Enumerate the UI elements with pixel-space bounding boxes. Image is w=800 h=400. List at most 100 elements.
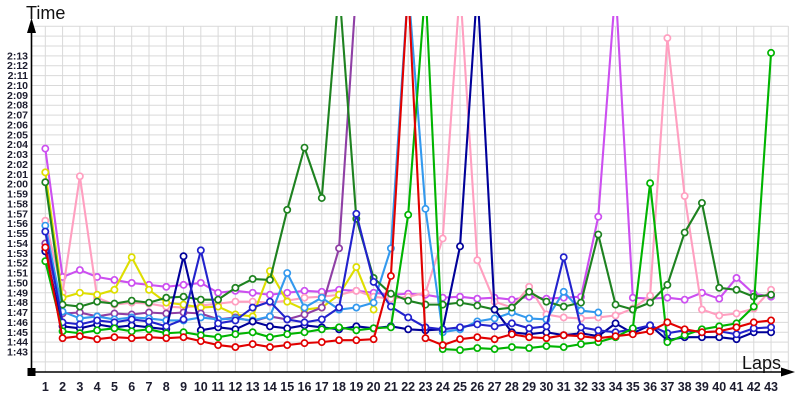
data-point-darkgreen-lap-43 bbox=[767, 290, 776, 299]
data-point-red-lap-36 bbox=[646, 327, 655, 336]
data-point-red-lap-3 bbox=[75, 332, 84, 341]
y-tick-label: 1:49 bbox=[7, 287, 28, 299]
x-tick-label: 13 bbox=[246, 380, 260, 394]
y-tick-label: 1:44 bbox=[7, 337, 28, 349]
x-tick-label: 38 bbox=[678, 380, 692, 394]
data-point-pink-lap-26 bbox=[473, 256, 482, 265]
data-point-red-lap-1 bbox=[41, 243, 50, 252]
data-point-green-lap-28 bbox=[507, 343, 516, 352]
data-point-blue-lap-13 bbox=[248, 303, 257, 312]
x-tick-label: 26 bbox=[470, 380, 484, 394]
y-tick-label: 1:48 bbox=[7, 297, 28, 309]
data-point-blue-lap-7 bbox=[145, 317, 153, 326]
data-point-green-lap-5 bbox=[110, 324, 119, 333]
data-point-green-lap-36 bbox=[646, 179, 655, 188]
data-point-darkgreen-lap-8 bbox=[162, 293, 171, 302]
data-point-red-lap-8 bbox=[162, 334, 171, 343]
data-point-red-lap-17 bbox=[317, 338, 326, 347]
data-point-darkgreen-lap-34 bbox=[611, 300, 620, 309]
data-point-red-lap-30 bbox=[542, 334, 551, 343]
data-point-blue-lap-19 bbox=[352, 209, 361, 218]
y-tick-label: 2:11 bbox=[8, 70, 29, 82]
x-tick-label: 5 bbox=[111, 380, 118, 394]
data-point-darkgreen-lap-10 bbox=[196, 295, 205, 304]
data-point-red-lap-37 bbox=[663, 318, 672, 327]
data-point-green-lap-12 bbox=[231, 330, 240, 339]
y-tick-label: 1:45 bbox=[7, 327, 28, 339]
data-point-red-lap-27 bbox=[490, 335, 499, 344]
x-axis-title: Laps bbox=[742, 353, 782, 373]
data-point-red-lap-29 bbox=[525, 333, 534, 342]
x-tick-label: 16 bbox=[298, 380, 312, 394]
y-tick-label: 2:08 bbox=[7, 100, 28, 112]
data-point-magenta-lap-14 bbox=[265, 290, 274, 299]
data-point-blue-lap-17 bbox=[317, 315, 326, 324]
data-point-red-lap-32 bbox=[577, 332, 585, 341]
data-point-darkgreen-lap-31 bbox=[559, 302, 568, 311]
data-point-red-lap-11 bbox=[214, 341, 223, 350]
y-tick-label: 1:57 bbox=[7, 208, 28, 220]
data-point-red-lap-7 bbox=[145, 333, 153, 342]
data-point-darkgreen-lap-29 bbox=[525, 287, 534, 296]
data-point-darkgreen-lap-5 bbox=[110, 299, 119, 308]
data-point-lightblue-lap-15 bbox=[283, 269, 292, 277]
data-point-green-lap-27 bbox=[490, 345, 499, 353]
data-point-blue-lap-8 bbox=[162, 322, 171, 331]
data-point-red-lap-12 bbox=[231, 343, 240, 352]
y-tick-label: 1:54 bbox=[7, 238, 28, 250]
data-point-green-lap-32 bbox=[577, 340, 585, 349]
data-point-green-lap-42 bbox=[749, 302, 758, 311]
data-point-darkgreen-lap-9 bbox=[179, 292, 188, 301]
y-tick-label: 1:50 bbox=[7, 277, 28, 289]
data-point-magenta-lap-26 bbox=[473, 294, 482, 303]
x-tick-label: 34 bbox=[609, 380, 623, 394]
data-point-blue-lap-10 bbox=[196, 246, 205, 255]
data-point-green-lap-15 bbox=[283, 330, 292, 339]
x-tick-label: 15 bbox=[280, 380, 294, 394]
series-darkgreen bbox=[41, 16, 776, 314]
data-point-lightblue-lap-29 bbox=[525, 314, 534, 323]
data-point-magenta-lap-15 bbox=[283, 288, 292, 297]
data-point-yellow-lap-1 bbox=[41, 168, 50, 177]
x-tick-label: 3 bbox=[76, 380, 83, 394]
y-axis-title: Time bbox=[26, 3, 66, 23]
data-point-yellow-lap-6 bbox=[127, 253, 136, 262]
x-tick-label: 8 bbox=[163, 380, 170, 394]
data-point-green-lap-14 bbox=[265, 333, 274, 342]
data-point-blue-lap-27 bbox=[490, 322, 499, 331]
y-tick-label: 2:06 bbox=[7, 119, 28, 131]
y-tick-label: 1:46 bbox=[7, 317, 28, 329]
series-lines bbox=[41, 16, 776, 354]
data-point-navy-lap-25 bbox=[456, 242, 464, 251]
data-point-magenta-lap-9 bbox=[179, 280, 188, 289]
data-point-green-lap-19 bbox=[352, 326, 361, 335]
x-tick-label: 40 bbox=[712, 380, 726, 394]
y-tick-label: 2:05 bbox=[7, 129, 28, 141]
data-point-lightblue-lap-14 bbox=[265, 312, 274, 321]
x-tick-label: 24 bbox=[436, 380, 450, 394]
data-point-yellow-lap-4 bbox=[93, 290, 102, 299]
data-point-red-lap-41 bbox=[732, 323, 741, 332]
data-point-green-lap-18 bbox=[335, 323, 344, 332]
y-tick-label: 2:12 bbox=[7, 60, 28, 72]
data-point-green-lap-11 bbox=[214, 333, 223, 342]
data-point-darkgreen-lap-30 bbox=[542, 297, 551, 306]
data-point-green-lap-26 bbox=[473, 344, 482, 353]
data-point-lightblue-lap-31 bbox=[559, 287, 568, 296]
y-tick-label: 1:55 bbox=[7, 228, 28, 240]
data-point-red-lap-4 bbox=[93, 335, 102, 344]
data-point-red-lap-9 bbox=[179, 333, 188, 342]
data-point-purple-lap-18 bbox=[335, 244, 344, 253]
data-point-magenta-lap-6 bbox=[127, 278, 136, 287]
data-point-blue-lap-22 bbox=[404, 313, 413, 322]
data-point-lightblue-lap-17 bbox=[317, 293, 326, 302]
data-point-pink-lap-19 bbox=[352, 286, 361, 295]
data-point-darkgreen-lap-6 bbox=[127, 296, 136, 305]
data-point-magenta-lap-37 bbox=[663, 293, 672, 302]
data-point-yellow-lap-3 bbox=[75, 288, 84, 297]
x-tick-label: 27 bbox=[488, 380, 502, 394]
data-point-darkgreen-lap-26 bbox=[473, 301, 482, 310]
y-tick-label: 2:10 bbox=[7, 80, 28, 92]
data-point-green-lap-22 bbox=[404, 210, 413, 219]
data-point-blue-lap-16 bbox=[300, 318, 309, 327]
